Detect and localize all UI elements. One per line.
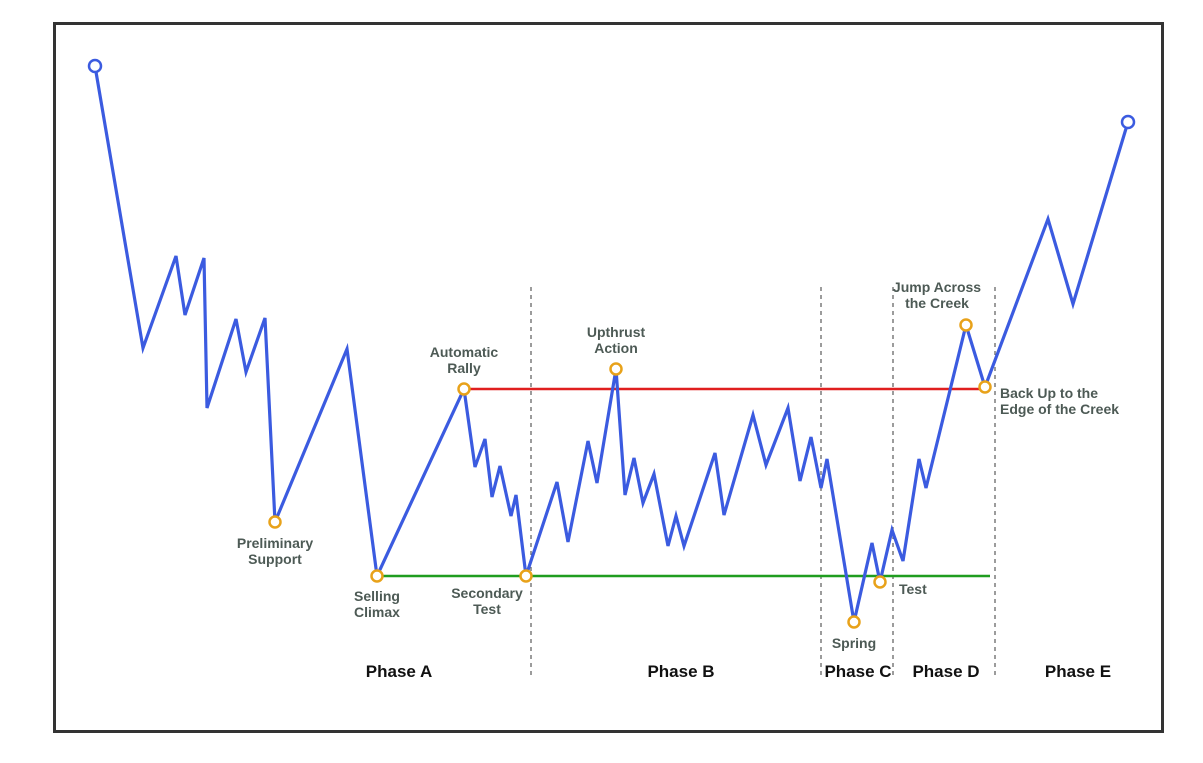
end-point-marker xyxy=(1120,114,1136,130)
jump-across-the-creek-label-line: the Creek xyxy=(905,295,969,311)
preliminary-support-label-line: Preliminary xyxy=(237,535,313,551)
chart-frame xyxy=(53,22,1164,733)
start-point-marker xyxy=(87,58,103,74)
automatic-rally-label-line: Rally xyxy=(447,360,481,376)
phase-label-c: Phase C xyxy=(824,662,891,681)
jump-across-the-creek-label-line: Jump Across xyxy=(893,279,981,295)
phase-label-b: Phase B xyxy=(647,662,714,681)
secondary-test-label-line: Secondary xyxy=(451,585,523,601)
upthrust-action-label: Upthrust Action xyxy=(587,324,646,356)
preliminary-support-marker xyxy=(268,515,282,529)
back-up-to-the-edge-of-the-creek-marker xyxy=(978,380,992,394)
selling-climax-label-line: Climax xyxy=(354,604,400,620)
secondary-test-label: Secondary Test xyxy=(451,585,523,617)
preliminary-support-label: Preliminary Support xyxy=(237,535,313,567)
phase-label-d: Phase D xyxy=(912,662,979,681)
phase-label-a: Phase A xyxy=(366,662,432,681)
back-up-to-the-edge-of-the-creek-label-line: Edge of the Creek xyxy=(1000,401,1119,417)
preliminary-support-label-line: Support xyxy=(248,551,302,567)
secondary-test-label-line: Test xyxy=(473,601,501,617)
phase-label-e: Phase E xyxy=(1045,662,1111,681)
test-marker xyxy=(873,575,887,589)
automatic-rally-marker xyxy=(457,382,471,396)
upthrust-action-label-line: Upthrust xyxy=(587,324,646,340)
back-up-to-the-edge-of-the-creek-label-line: Back Up to the xyxy=(1000,385,1098,401)
jump-across-the-creek-marker xyxy=(959,318,973,332)
selling-climax-marker xyxy=(370,569,384,583)
test-label-line: Test xyxy=(899,581,927,597)
secondary-test-marker xyxy=(519,569,533,583)
automatic-rally-label: Automatic Rally xyxy=(430,344,499,376)
selling-climax-label-line: Selling xyxy=(354,588,400,604)
price-path xyxy=(93,65,1130,623)
jump-across-the-creek-label: Jump Across the Creek xyxy=(893,279,981,311)
upthrust-action-label-line: Action xyxy=(594,340,638,356)
selling-climax-label: Selling Climax xyxy=(354,588,400,620)
spring-label-line: Spring xyxy=(832,635,876,651)
spring-marker xyxy=(847,615,861,629)
automatic-rally-label-line: Automatic xyxy=(430,344,499,360)
back-up-to-the-edge-of-the-creek-label: Back Up to the Edge of the Creek xyxy=(1000,385,1119,417)
spring-label: Spring xyxy=(832,635,876,651)
test-label: Test xyxy=(899,581,927,597)
upthrust-action-marker xyxy=(609,362,623,376)
